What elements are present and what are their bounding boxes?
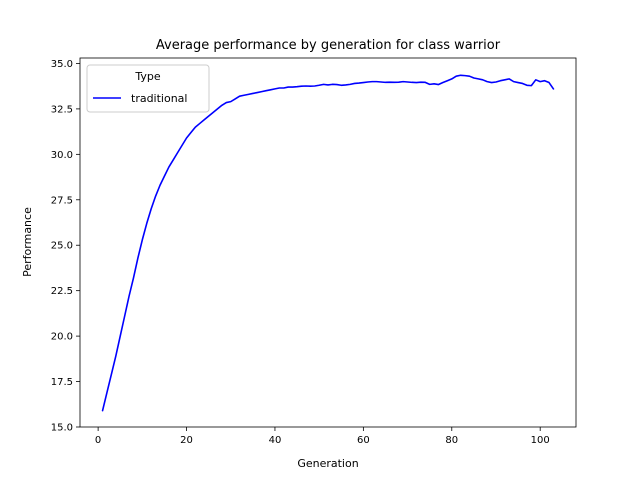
x-axis-ticks: 0 20 40 60 80 100 bbox=[95, 427, 550, 446]
y-tick-label: 17.5 bbox=[51, 377, 73, 388]
plot-frame bbox=[79, 57, 577, 428]
y-tick-label: 30.0 bbox=[51, 150, 73, 161]
y-tick-label: 15.0 bbox=[51, 423, 73, 434]
plot-area bbox=[80, 58, 576, 427]
y-axis-ticks: 15.0 17.5 20.0 22.5 25.0 27.5 30.0 32.5 35.0 bbox=[51, 59, 80, 434]
x-tick-label: 40 bbox=[269, 435, 282, 446]
x-tick-label: 60 bbox=[357, 435, 370, 446]
legend-title: Type bbox=[134, 70, 160, 83]
y-tick-label: 22.5 bbox=[51, 286, 73, 297]
legend-label-traditional: traditional bbox=[131, 92, 187, 105]
y-tick-label: 25.0 bbox=[51, 241, 73, 252]
chart-title: Average performance by generation for cl… bbox=[156, 38, 501, 53]
legend-box bbox=[86, 64, 210, 113]
x-tick-label: 0 bbox=[95, 435, 101, 446]
y-tick-label: 35.0 bbox=[51, 59, 73, 70]
x-tick-label: 100 bbox=[531, 435, 550, 446]
y-axis-label: Performance bbox=[21, 207, 34, 277]
series-line-traditional bbox=[101, 74, 555, 412]
x-tick-label: 20 bbox=[180, 435, 193, 446]
y-tick-label: 32.5 bbox=[51, 104, 73, 115]
y-tick-label: 27.5 bbox=[51, 195, 73, 206]
x-tick-label: 80 bbox=[445, 435, 458, 446]
y-tick-label: 20.0 bbox=[51, 332, 73, 343]
x-axis-label: Generation bbox=[297, 457, 358, 470]
legend: Type traditional bbox=[86, 64, 210, 113]
